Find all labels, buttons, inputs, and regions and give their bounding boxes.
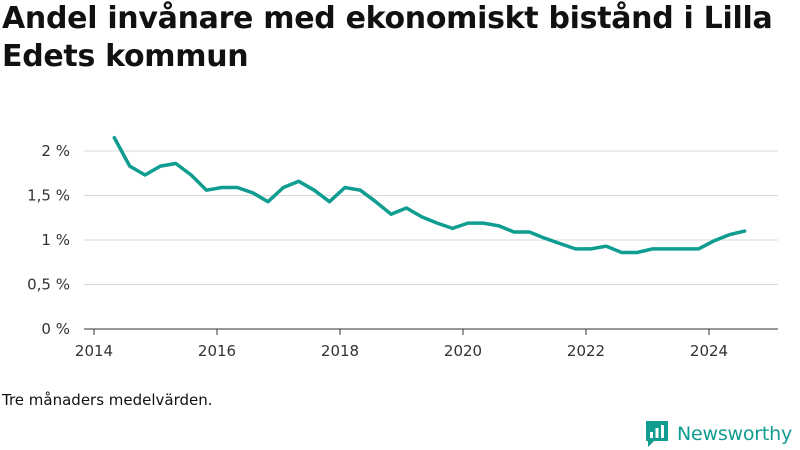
x-tick-label: 2018 [321,342,359,360]
chart-title: Andel invånare med ekonomiskt bistånd i … [2,1,773,74]
y-tick-label: 1,5 % [27,187,70,205]
line-chart: 0 % 0,5 % 1 % 1,5 % 2 % 2014 2016 2018 2020 2022… [27,135,778,360]
brand-logo[interactable]: Newsworthy [644,419,792,449]
x-tick-label: 2014 [75,342,113,360]
y-tick-label: 0 % [41,320,70,338]
brand-name: Newsworthy [677,423,793,445]
series-layer [112,135,747,255]
grid-lines [84,150,778,285]
y-tick-label: 2 % [41,142,70,160]
x-tick-label: 2024 [690,342,728,360]
series-line [112,135,747,255]
x-tick-label: 2022 [567,342,605,360]
newsworthy-logo-icon [646,421,668,447]
y-axis: 0 % 0,5 % 1 % 1,5 % 2 % [27,142,70,338]
footnote: Tre månaders medelvärden. [2,391,213,409]
x-tick-label: 2016 [198,342,236,360]
y-tick-label: 1 % [41,231,70,249]
y-tick-label: 0,5 % [27,276,70,294]
x-tick-label: 2020 [444,342,482,360]
x-axis: 2014 2016 2018 2020 2022 2024 [75,328,778,360]
